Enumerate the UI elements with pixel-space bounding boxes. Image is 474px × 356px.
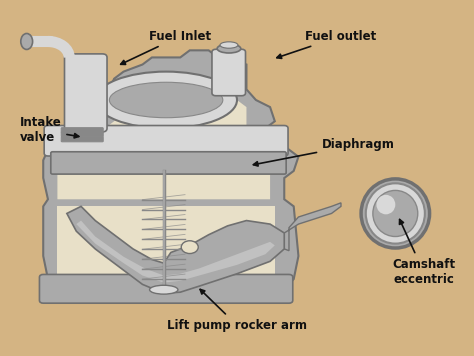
Ellipse shape (376, 195, 395, 214)
Polygon shape (57, 86, 270, 199)
Ellipse shape (109, 82, 223, 118)
Ellipse shape (373, 190, 418, 236)
Text: Diaphragm: Diaphragm (254, 138, 395, 166)
FancyBboxPatch shape (44, 126, 288, 156)
Polygon shape (67, 206, 284, 293)
Ellipse shape (361, 179, 429, 248)
FancyBboxPatch shape (64, 54, 107, 132)
FancyBboxPatch shape (39, 274, 293, 303)
Polygon shape (284, 203, 341, 251)
FancyBboxPatch shape (61, 128, 103, 132)
Ellipse shape (21, 33, 33, 49)
Polygon shape (76, 221, 275, 283)
Text: Camshaft
eccentric: Camshaft eccentric (392, 219, 455, 286)
Ellipse shape (150, 285, 178, 294)
Ellipse shape (366, 183, 425, 244)
FancyBboxPatch shape (51, 152, 286, 174)
Ellipse shape (220, 42, 238, 48)
Circle shape (181, 241, 198, 253)
Text: Lift pump rocker arm: Lift pump rocker arm (167, 289, 307, 332)
Polygon shape (57, 206, 275, 292)
FancyBboxPatch shape (61, 132, 103, 137)
FancyBboxPatch shape (212, 49, 246, 96)
FancyBboxPatch shape (61, 137, 103, 142)
Polygon shape (43, 50, 299, 300)
Text: Fuel outlet: Fuel outlet (277, 30, 377, 58)
Text: Intake
valve: Intake valve (19, 116, 79, 144)
Ellipse shape (217, 44, 241, 53)
Ellipse shape (95, 72, 237, 129)
Text: Fuel Inlet: Fuel Inlet (121, 30, 211, 64)
